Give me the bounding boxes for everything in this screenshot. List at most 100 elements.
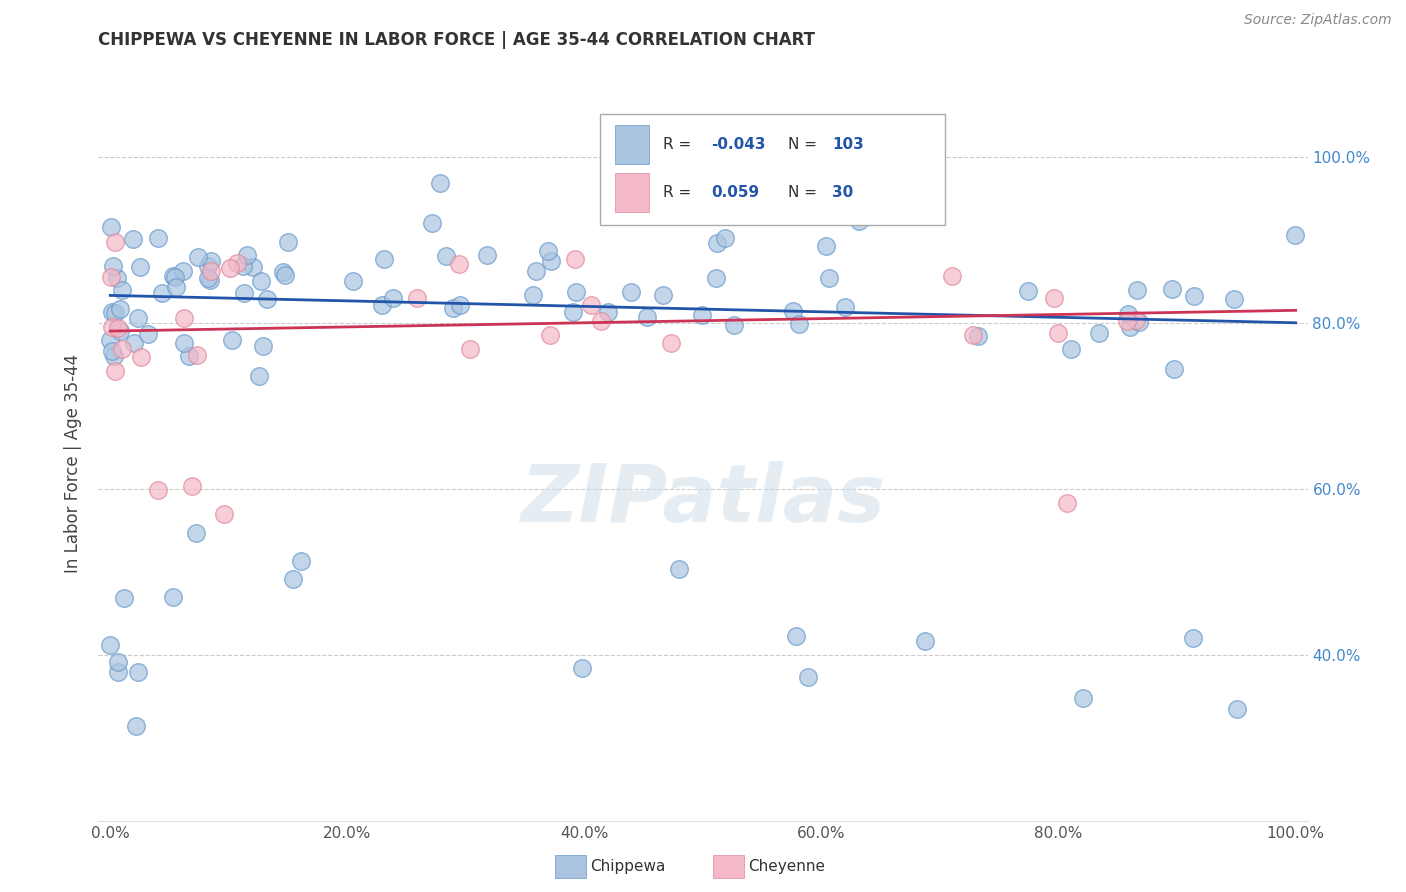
Point (1060, 342, 1083, 356)
Point (1056, 496, 1078, 510)
Point (107, 655, 129, 669)
Point (652, 288, 675, 302)
Point (221, 333, 243, 347)
Text: N =: N = (787, 137, 821, 152)
Point (273, 265, 295, 279)
Point (162, 268, 184, 283)
Point (848, 214, 870, 228)
Point (101, 305, 124, 319)
Point (1126, 283, 1149, 297)
Point (522, 287, 544, 301)
Point (571, 660, 593, 674)
Point (706, 236, 728, 251)
Point (252, 338, 274, 352)
Point (447, 257, 470, 271)
Point (273, 268, 295, 282)
Point (619, 285, 641, 300)
Point (218, 261, 240, 276)
Point (232, 259, 254, 273)
Point (579, 298, 602, 312)
Point (1284, 228, 1306, 243)
Point (1088, 326, 1111, 340)
Point (1046, 326, 1069, 341)
Point (659, 336, 682, 351)
Point (589, 314, 612, 328)
Point (1182, 289, 1205, 303)
Point (150, 286, 173, 301)
Point (565, 285, 588, 299)
Point (434, 249, 457, 263)
Point (212, 507, 235, 521)
Point (187, 250, 209, 264)
Text: -0.043: -0.043 (711, 137, 766, 152)
Point (105, 271, 128, 285)
Point (104, 364, 127, 378)
Text: ZIPatlas: ZIPatlas (520, 460, 886, 539)
Point (714, 230, 737, 244)
Point (941, 269, 963, 284)
Point (104, 235, 127, 250)
Point (101, 320, 124, 334)
Point (1128, 315, 1150, 329)
Point (172, 264, 194, 278)
Point (785, 629, 807, 643)
Point (173, 311, 195, 326)
Point (277, 235, 299, 249)
Point (449, 298, 471, 312)
Text: R =: R = (664, 185, 696, 200)
Point (818, 271, 841, 285)
Point (114, 591, 136, 605)
Point (100, 269, 122, 284)
Point (1017, 284, 1039, 298)
Point (165, 270, 187, 285)
Point (103, 349, 125, 363)
Point (107, 665, 129, 679)
Point (834, 300, 856, 314)
Point (108, 324, 131, 338)
Point (342, 274, 364, 288)
Point (561, 304, 583, 318)
Point (127, 665, 149, 679)
Point (598, 305, 620, 319)
Point (179, 349, 201, 363)
FancyBboxPatch shape (614, 173, 648, 212)
Point (381, 291, 404, 305)
Point (98, 333, 121, 347)
FancyBboxPatch shape (614, 125, 648, 164)
Point (815, 239, 838, 253)
Point (124, 336, 146, 351)
Point (538, 327, 561, 342)
Point (1226, 701, 1249, 715)
Point (458, 342, 481, 356)
Point (405, 292, 427, 306)
Point (962, 328, 984, 343)
Point (100, 343, 122, 358)
Point (540, 253, 562, 268)
Point (165, 280, 187, 294)
Point (420, 216, 443, 230)
Point (100, 638, 122, 652)
Point (100, 219, 122, 234)
Point (429, 176, 451, 190)
Point (789, 317, 811, 331)
Text: 0.059: 0.059 (711, 185, 759, 200)
Point (290, 554, 312, 568)
Point (103, 259, 125, 273)
Text: Chippewa: Chippewa (591, 859, 666, 873)
Point (914, 634, 936, 648)
Point (1125, 313, 1147, 327)
Point (477, 248, 499, 262)
Point (200, 264, 222, 278)
Point (111, 343, 134, 357)
Point (136, 327, 159, 342)
Text: CHIPPEWA VS CHEYENNE IN LABOR FORCE | AGE 35-44 CORRELATION CHART: CHIPPEWA VS CHEYENNE IN LABOR FORCE | AG… (98, 31, 815, 49)
Point (173, 336, 195, 351)
Point (186, 348, 208, 362)
Point (200, 273, 222, 287)
Point (782, 303, 804, 318)
Point (226, 256, 249, 270)
Point (281, 572, 304, 586)
Point (104, 305, 127, 319)
Point (1043, 291, 1066, 305)
Point (200, 254, 222, 268)
